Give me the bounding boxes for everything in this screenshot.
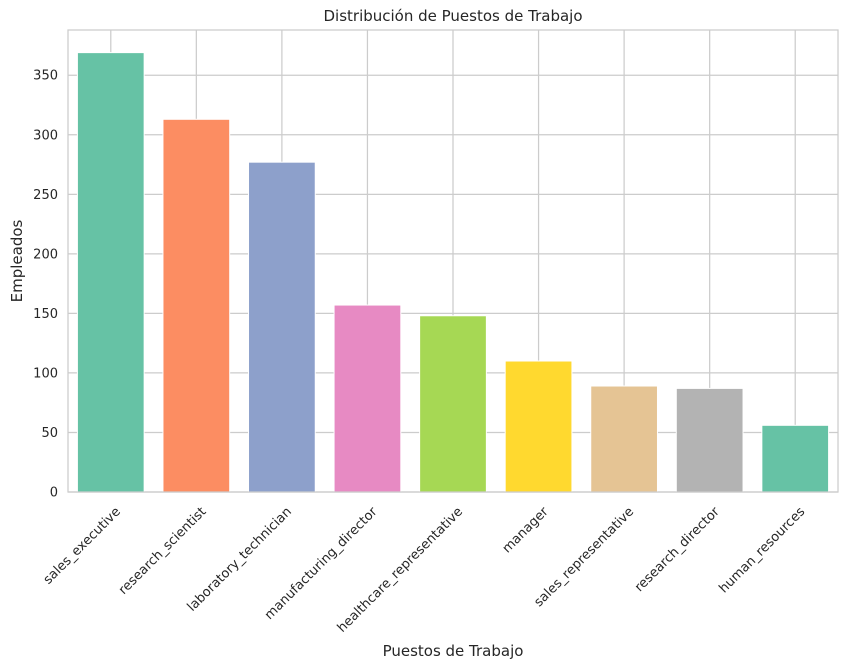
chart-title: Distribución de Puestos de Trabajo — [323, 7, 582, 25]
x-axis-label: Puestos de Trabajo — [383, 642, 524, 660]
bar-manager — [504, 360, 573, 493]
y-tick-label: 100 — [33, 366, 58, 381]
y-axis-label: Empleados — [8, 219, 26, 302]
y-tick-labels: 0 50 100 150 200 250 300 350 — [33, 69, 58, 501]
bar-sales-representative — [590, 385, 658, 493]
bar-manufacturing-director — [333, 304, 402, 493]
y-tick-label: 150 — [33, 307, 58, 322]
y-tick-label: 300 — [33, 128, 58, 143]
plot-frame — [67, 29, 839, 493]
y-tick-label: 50 — [41, 426, 58, 441]
bar-laboratory-technician — [248, 161, 316, 493]
bar-research-director — [675, 387, 744, 493]
y-tick-label: 250 — [33, 188, 58, 203]
y-tick-label: 350 — [33, 69, 58, 84]
bar-healthcare-representative — [419, 315, 487, 493]
bar-human-resources — [761, 424, 830, 493]
bars — [76, 52, 830, 493]
y-tick-label: 200 — [33, 247, 58, 262]
bar-sales-executive — [76, 52, 145, 493]
y-tick-label: 0 — [50, 486, 58, 501]
bar-research-scientist — [162, 118, 231, 493]
